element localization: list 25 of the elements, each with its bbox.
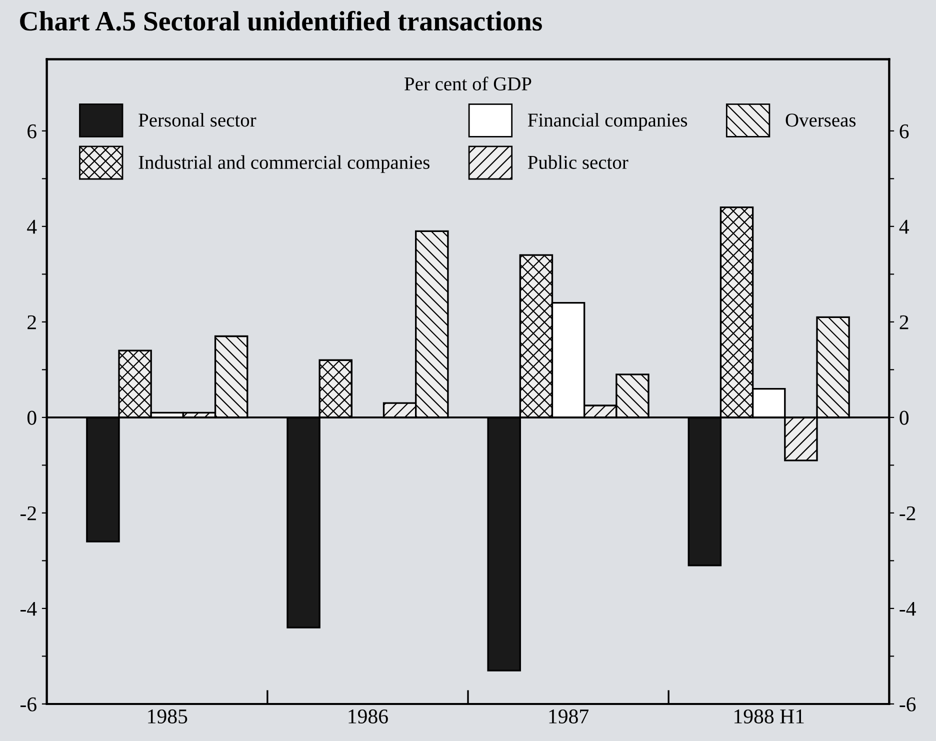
- y-tick-label: -4: [20, 602, 37, 616]
- chart-title: Chart A.5 Sectoral unidentified transactions: [20, 10, 542, 31]
- legend-label: Public sector: [528, 155, 628, 169]
- y2-tick-label: -6: [900, 697, 916, 712]
- legend-label: Overseas: [786, 114, 856, 127]
- y2-tick-label: -4: [900, 602, 916, 616]
- x-tick-label: 1987: [549, 709, 589, 724]
- legend-title: Per cent of GDP: [404, 76, 532, 90]
- y-tick-label: 0: [27, 410, 36, 425]
- y-tick-label: 2: [28, 315, 36, 330]
- legend-label: Financial companies: [528, 113, 688, 131]
- y2-tick-label: 4: [899, 220, 910, 234]
- x-tick-label: 1986: [348, 709, 388, 724]
- y-tick-label: -2: [20, 506, 36, 520]
- y-tick-label: 4: [27, 220, 37, 234]
- y2-tick-label: 6: [900, 124, 909, 138]
- y-tick-label: -6: [20, 697, 36, 712]
- legend-label: Industrial and commercial companies: [138, 155, 430, 173]
- y2-tick-label: 0: [900, 410, 909, 425]
- x-tick-label: 1988 H1: [734, 709, 804, 724]
- x-tick-label: 1985: [148, 709, 188, 724]
- legend-label: Personal sector: [138, 113, 256, 127]
- y2-tick-label: 2: [900, 315, 908, 330]
- y2-tick-label: -2: [900, 506, 916, 520]
- y-tick-label: 6: [28, 124, 36, 138]
